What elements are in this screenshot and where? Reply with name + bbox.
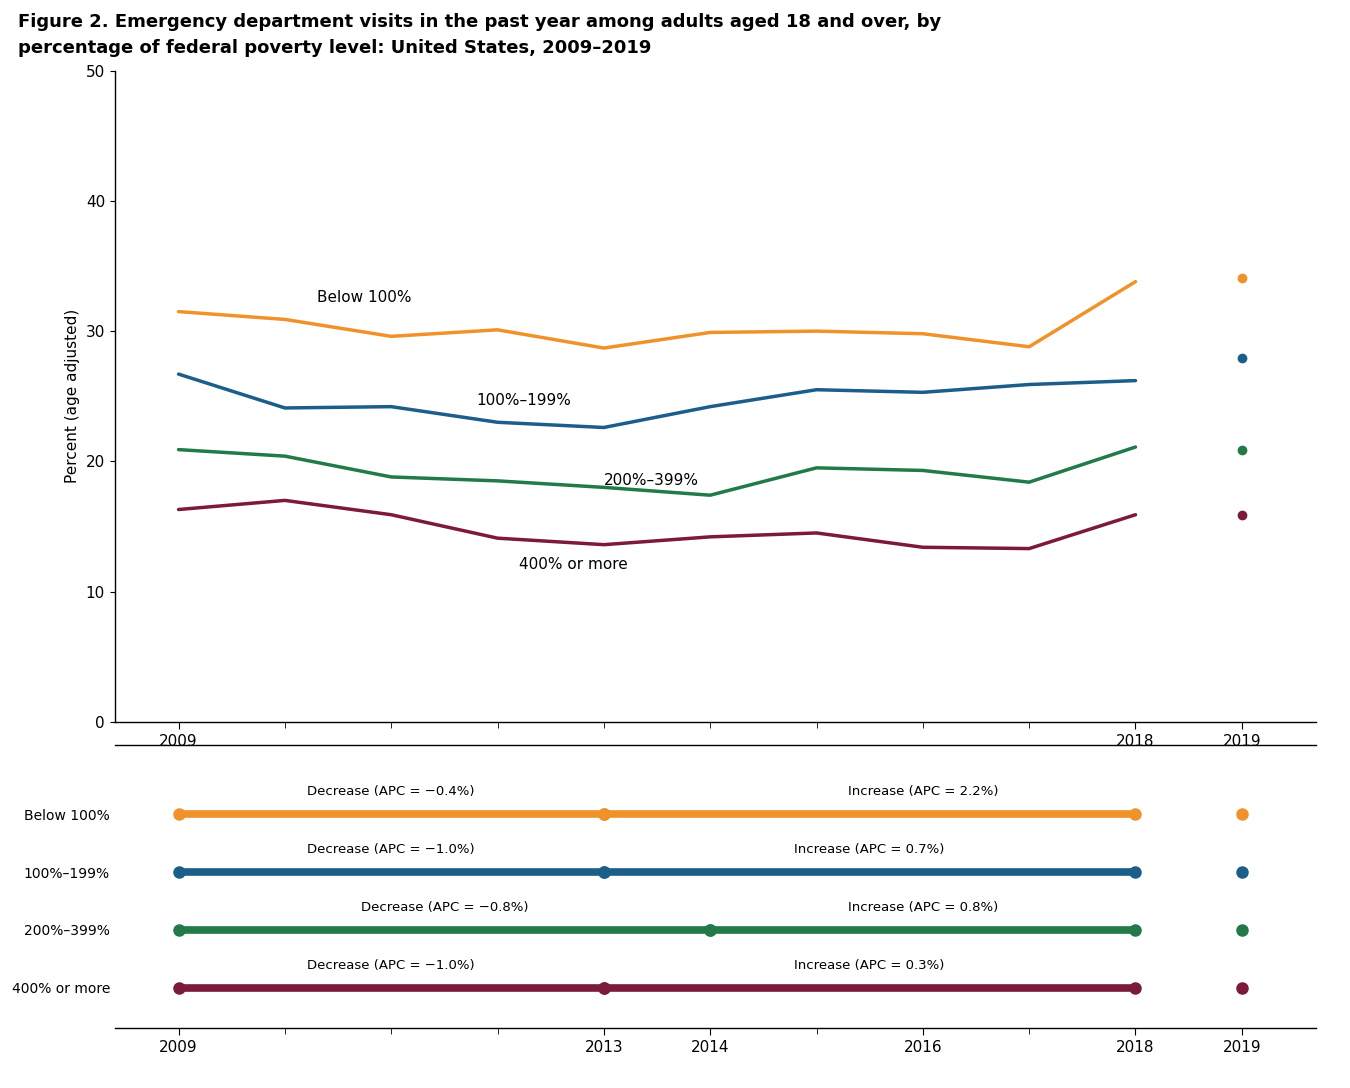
Text: Increase (APC = 0.8%): Increase (APC = 0.8%) — [848, 901, 998, 914]
Text: Decrease (APC = −0.8%): Decrease (APC = −0.8%) — [360, 901, 528, 914]
Y-axis label: Percent (age adjusted): Percent (age adjusted) — [65, 309, 80, 483]
Text: 200%–399%: 200%–399% — [603, 473, 699, 489]
Text: Decrease (APC = −1.0%): Decrease (APC = −1.0%) — [308, 843, 475, 856]
Text: Increase (APC = 0.3%): Increase (APC = 0.3%) — [795, 959, 945, 972]
Text: Below 100%: Below 100% — [317, 289, 412, 305]
Text: 100%–199%: 100%–199% — [477, 393, 571, 408]
Text: Decrease (APC = −1.0%): Decrease (APC = −1.0%) — [308, 959, 475, 972]
Text: Figure 2. Emergency department visits in the past year among adults aged 18 and : Figure 2. Emergency department visits in… — [18, 13, 941, 32]
Text: percentage of federal poverty level: United States, 2009–2019: percentage of federal poverty level: Uni… — [18, 39, 651, 58]
Text: Increase (APC = 2.2%): Increase (APC = 2.2%) — [848, 786, 998, 799]
Text: Decrease (APC = −0.4%): Decrease (APC = −0.4%) — [308, 786, 475, 799]
Text: 400% or more: 400% or more — [518, 557, 628, 571]
Text: Increase (APC = 0.7%): Increase (APC = 0.7%) — [795, 843, 945, 856]
